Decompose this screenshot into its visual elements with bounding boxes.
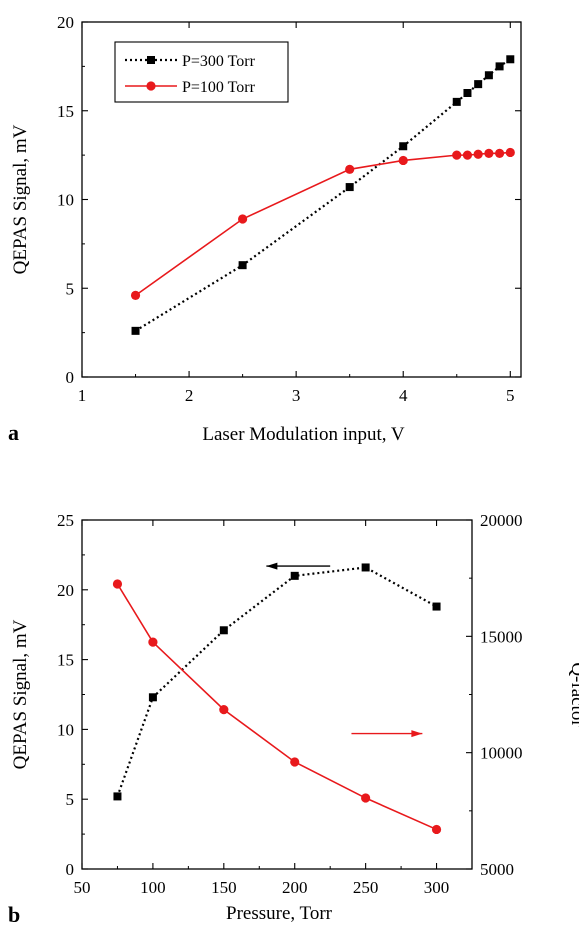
- legend-box: [114, 41, 289, 103]
- y-axis-title: QEPAS Signal, mV: [10, 124, 31, 274]
- plot-frame: [81, 519, 473, 870]
- data-point: [494, 148, 505, 158]
- panel-label: b: [8, 902, 20, 927]
- series-line-left-axis: [116, 566, 438, 797]
- data-point: [361, 793, 371, 803]
- data-point: [506, 55, 515, 64]
- data-point: [219, 705, 229, 715]
- y-tick-label: 5: [66, 790, 75, 809]
- data-point: [238, 261, 247, 270]
- y2-tick-label: 15000: [480, 627, 523, 646]
- arrow-head-icon: [266, 562, 278, 570]
- y2-tick-label: 5000: [480, 860, 514, 879]
- x-tick-label: 200: [282, 878, 308, 897]
- data-point: [130, 290, 141, 300]
- data-point: [113, 792, 122, 801]
- data-point: [463, 89, 472, 97]
- data-point: [361, 563, 370, 572]
- data-point: [452, 150, 462, 160]
- y-tick-label: 20: [57, 581, 74, 600]
- data-point: [131, 326, 140, 335]
- y-tick-label: 5: [66, 279, 75, 298]
- y-tick-label: 0: [66, 368, 75, 387]
- data-point: [112, 579, 123, 589]
- y-tick-label: 10: [57, 191, 74, 210]
- y2-tick-label: 10000: [480, 744, 523, 763]
- y2-tick-label: 20000: [480, 511, 523, 530]
- arrow-head-icon: [411, 730, 423, 738]
- x-axis-title: Laser Modulation input, V: [202, 424, 405, 445]
- x-tick-label: 2: [185, 386, 194, 405]
- data-point: [290, 571, 299, 580]
- data-point: [505, 147, 515, 158]
- y2-axis-title: Q-factor: [567, 662, 579, 727]
- data-point: [484, 148, 494, 158]
- data-point: [238, 214, 248, 224]
- y-axis-title: QEPAS Signal, mV: [10, 619, 31, 769]
- data-point: [148, 637, 158, 647]
- y-tick-label: 0: [66, 860, 75, 879]
- data-point: [345, 164, 355, 174]
- legend-swatch-marker: [147, 56, 155, 64]
- data-point: [432, 602, 441, 611]
- series-line-p-300-torr: [134, 58, 511, 332]
- y-tick-label: 25: [57, 511, 74, 530]
- x-tick-label: 50: [74, 878, 91, 897]
- legend-swatch-marker: [146, 81, 156, 91]
- data-point: [462, 150, 473, 160]
- y-tick-label: 15: [57, 102, 74, 121]
- data-point: [473, 149, 483, 159]
- panel-label: a: [8, 420, 19, 445]
- data-point: [290, 757, 300, 767]
- data-point: [452, 97, 461, 106]
- data-point: [345, 183, 354, 192]
- chart-panel-b: 50 100 150 200 250 300 0 5 10 15 20 25 5000 10000 1500…: [8, 511, 579, 927]
- data-point: [474, 80, 483, 89]
- data-point: [398, 155, 408, 166]
- x-tick-label: 4: [399, 386, 408, 405]
- x-tick-label: 250: [353, 878, 379, 897]
- data-point: [484, 71, 493, 80]
- legend-label: P=100 Torr: [182, 79, 256, 96]
- x-axis-title: Pressure, Torr: [226, 903, 333, 924]
- chart-panel-a: 1 2 3 4 5 0 5 10 15 20 Laser Modulation input, V QE…: [8, 13, 522, 445]
- series-line-p-100-torr: [135, 151, 511, 297]
- x-tick-label: 300: [424, 878, 450, 897]
- series-line-right-axis: [116, 583, 437, 831]
- data-point: [399, 142, 408, 151]
- data-point: [148, 693, 157, 702]
- data-point: [495, 62, 504, 71]
- x-tick-label: 5: [506, 386, 515, 405]
- data-point: [219, 626, 228, 635]
- data-point: [431, 824, 442, 835]
- x-tick-label: 1: [78, 386, 87, 405]
- y-tick-label: 20: [57, 13, 74, 32]
- x-tick-label: 150: [211, 878, 237, 897]
- x-tick-label: 100: [140, 878, 166, 897]
- legend: P=300 Torr P=100 Torr: [114, 41, 289, 103]
- y-tick-label: 15: [57, 651, 74, 670]
- x-tick-label: 3: [292, 386, 301, 405]
- y-tick-label: 10: [57, 720, 74, 739]
- legend-label: P=300 Torr: [182, 53, 256, 70]
